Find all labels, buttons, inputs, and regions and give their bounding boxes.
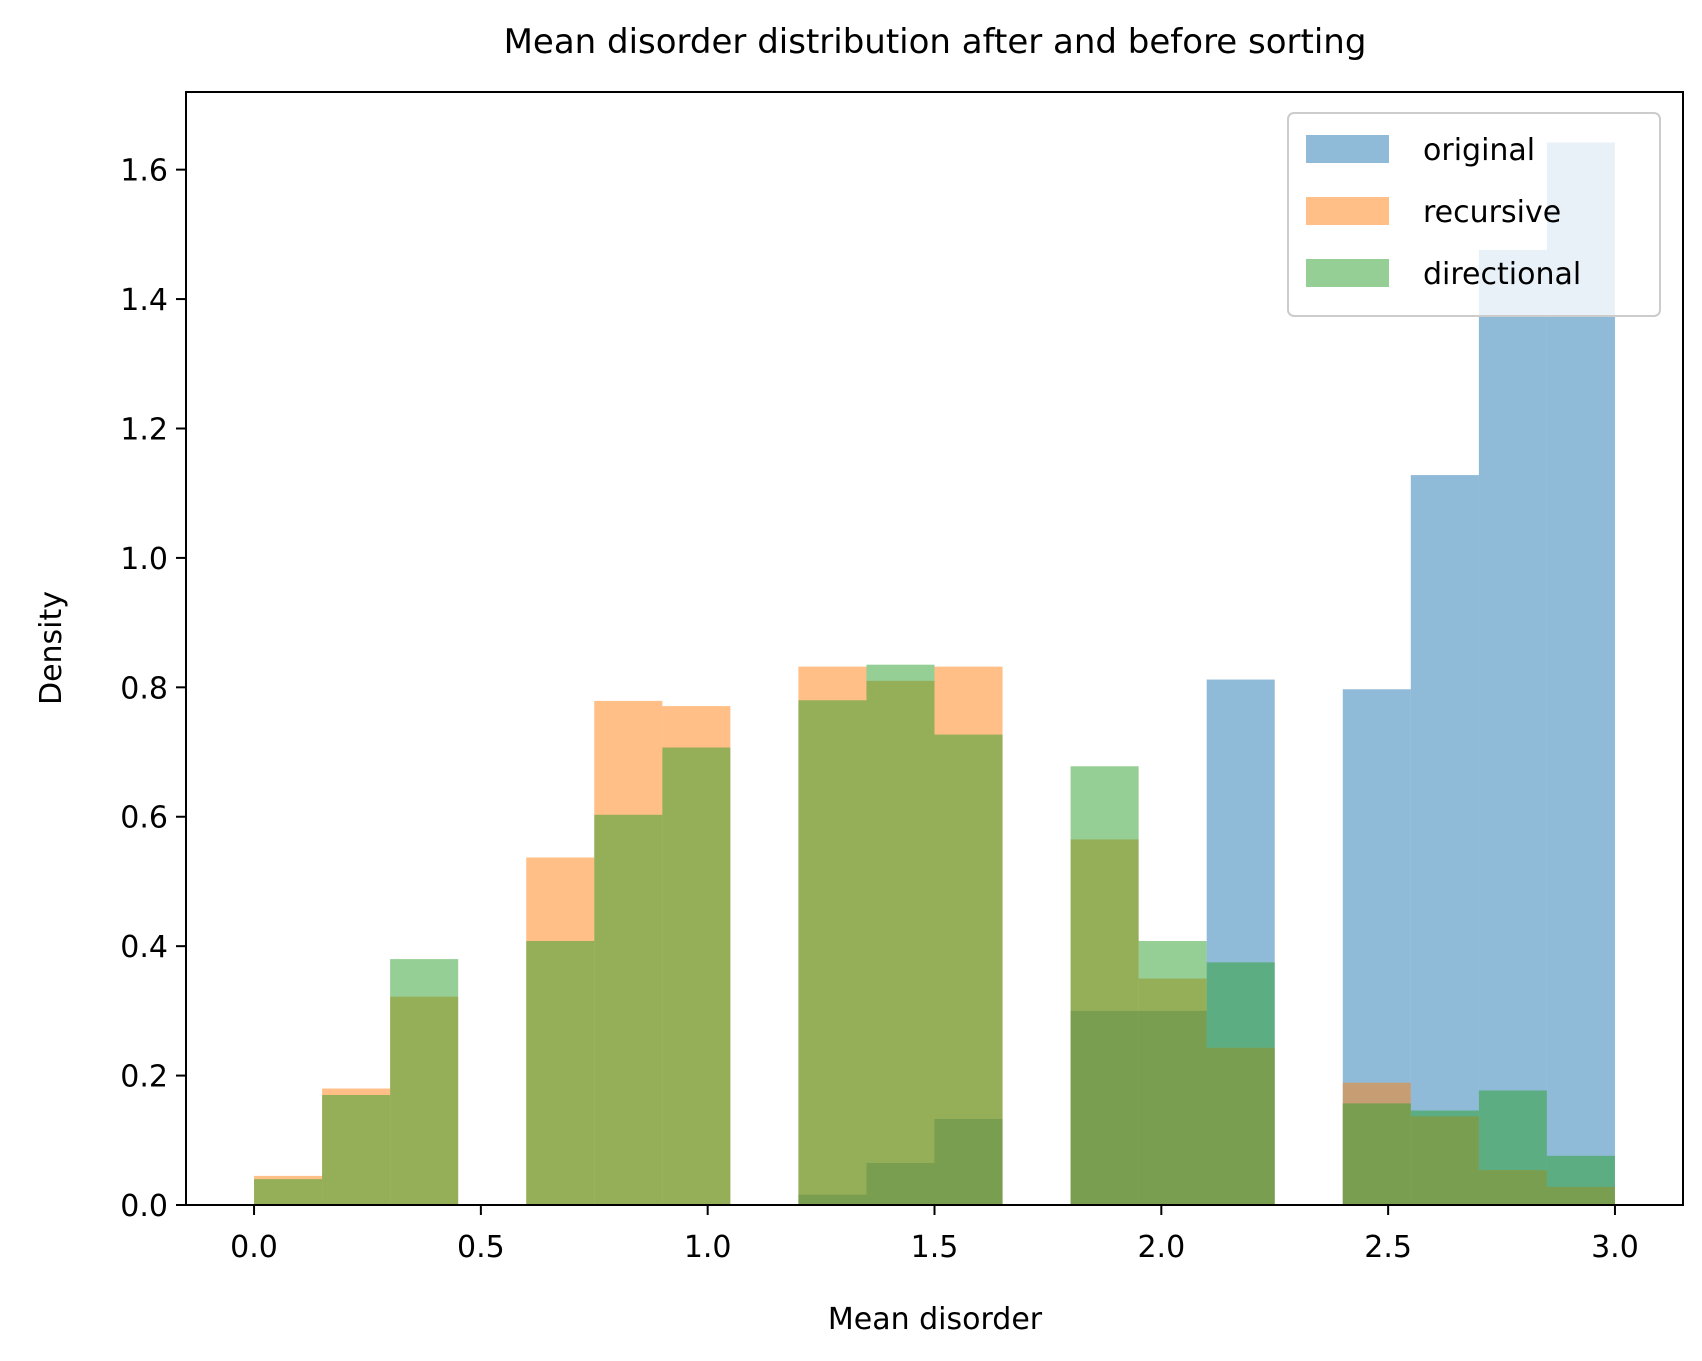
y-axis-ticks: 0.0 0.2 0.4 0.6 0.8 1.0 1.2 1.4 1.6 xyxy=(120,154,186,1224)
y-axis-label: Density xyxy=(34,591,69,705)
chart-title: Mean disorder distribution after and bef… xyxy=(504,22,1367,62)
bar-directional-10 xyxy=(934,734,1003,1205)
legend-swatch-directional xyxy=(1306,259,1389,287)
y-tick-label: 1.6 xyxy=(120,154,168,189)
y-tick-label: 1.0 xyxy=(120,542,168,577)
bar-directional-9 xyxy=(866,664,935,1205)
y-tick-label: 0.4 xyxy=(120,930,168,965)
bar-directional-0 xyxy=(254,1179,323,1205)
bar-directional-18 xyxy=(1478,1090,1547,1205)
bar-original-17 xyxy=(1410,475,1479,1206)
bar-directional-4 xyxy=(526,940,595,1205)
y-tick-label: 1.2 xyxy=(120,412,168,447)
x-tick-label: 2.5 xyxy=(1364,1230,1412,1265)
bar-directional-19 xyxy=(1546,1155,1615,1205)
bars-layer xyxy=(254,142,1615,1206)
x-tick-label: 3.0 xyxy=(1591,1230,1639,1265)
bar-directional-14 xyxy=(1206,962,1275,1205)
bar-directional-17 xyxy=(1410,1110,1479,1205)
y-tick-label: 0.6 xyxy=(120,801,168,836)
x-axis-label: Mean disorder xyxy=(828,1302,1043,1337)
y-tick-label: 0.8 xyxy=(120,671,168,706)
legend-label-directional: directional xyxy=(1423,257,1581,292)
bar-directional-5 xyxy=(594,814,663,1205)
bar-directional-2 xyxy=(390,959,459,1205)
y-tick-label: 1.4 xyxy=(120,283,168,318)
x-tick-label: 0.5 xyxy=(457,1230,505,1265)
x-tick-label: 1.0 xyxy=(684,1230,732,1265)
x-axis-ticks: 0.0 0.5 1.0 1.5 2.0 2.5 3.0 xyxy=(230,1205,1639,1265)
x-tick-label: 2.0 xyxy=(1137,1230,1185,1265)
bar-directional-12 xyxy=(1070,766,1139,1205)
bar-directional-1 xyxy=(322,1094,391,1205)
legend-swatch-original xyxy=(1306,135,1389,163)
legend-label-original: original xyxy=(1423,133,1535,168)
bar-directional-13 xyxy=(1138,940,1207,1205)
x-tick-label: 0.0 xyxy=(230,1230,278,1265)
x-tick-label: 1.5 xyxy=(911,1230,959,1265)
legend-label-recursive: recursive xyxy=(1423,195,1561,230)
bar-directional-8 xyxy=(798,700,867,1205)
bar-directional-16 xyxy=(1342,1103,1411,1205)
y-tick-label: 0.2 xyxy=(120,1060,168,1095)
legend: original recursive directional xyxy=(1287,112,1661,317)
bar-original-19 xyxy=(1546,142,1615,1206)
bar-directional-6 xyxy=(662,747,731,1205)
bar-original-18 xyxy=(1478,249,1547,1205)
plot-frame xyxy=(185,91,1684,1206)
y-tick-label: 0.0 xyxy=(120,1189,168,1224)
legend-swatch-recursive xyxy=(1306,197,1389,225)
